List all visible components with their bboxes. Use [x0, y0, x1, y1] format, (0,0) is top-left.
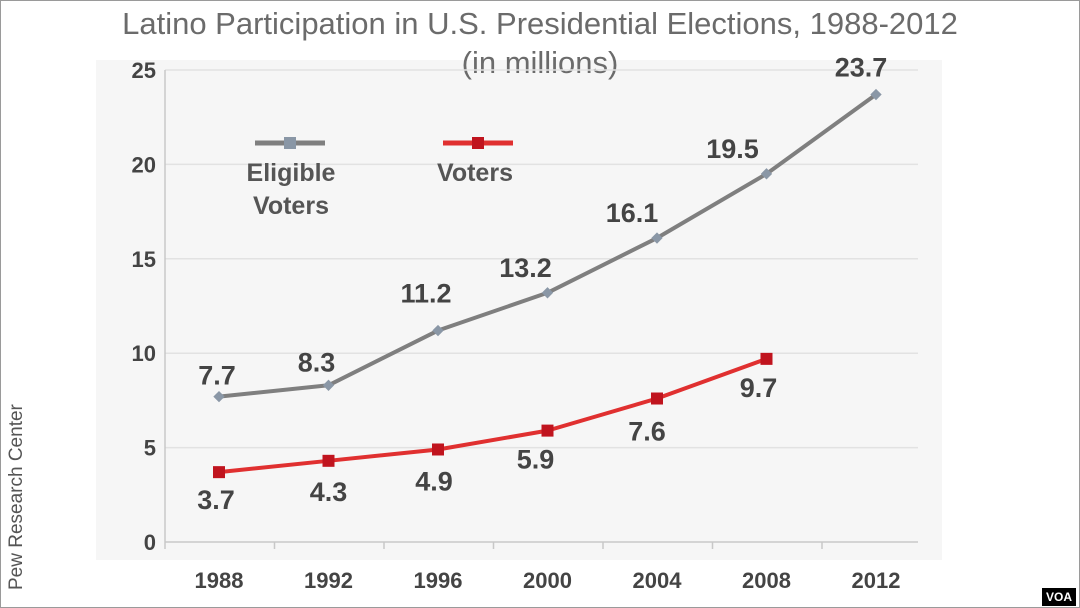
eligible-voters-point — [541, 287, 554, 299]
voters-line — [218, 356, 768, 475]
voters-point — [760, 352, 773, 365]
legend-voters-label: Voters — [437, 159, 513, 187]
eligible-voters-point — [322, 379, 335, 391]
x-tick-label: 2012 — [852, 568, 901, 593]
legend-eligible-label: Voters — [253, 192, 329, 220]
x-tick-label: 1988 — [195, 568, 244, 593]
voters-data-label: 4.9 — [415, 466, 453, 496]
chart-title: Latino Participation in U.S. Presidentia… — [122, 6, 958, 41]
source-label: Pew Research Center — [6, 404, 27, 590]
eligible-voters-point — [432, 324, 444, 337]
plot-panel — [96, 60, 942, 560]
x-tick-label: 1996 — [414, 568, 463, 593]
voters-point — [651, 392, 663, 405]
voters-point — [432, 443, 444, 456]
x-tick-label: 2000 — [523, 568, 572, 593]
eligible-voters-data-label: 11.2 — [400, 279, 451, 309]
voters-data-label: 4.3 — [310, 477, 348, 507]
legend-eligible-marker — [284, 137, 296, 149]
y-tick-label: 20 — [132, 152, 156, 177]
y-tick-label: 0 — [144, 530, 156, 555]
eligible-voters-data-label: 23.7 — [835, 53, 888, 83]
eligible-voters-data-label: 7.7 — [198, 361, 236, 391]
y-tick-label: 15 — [132, 247, 156, 272]
voters-point — [541, 424, 554, 437]
y-tick-label: 25 — [132, 58, 156, 83]
voa-logo: VOA — [1041, 588, 1076, 606]
voters-data-label: 5.9 — [517, 445, 555, 475]
voters-data-label: 7.6 — [628, 417, 666, 447]
x-tick-label: 2004 — [633, 568, 683, 593]
eligible-voters-data-label: 8.3 — [298, 347, 336, 377]
eligible-voters-point — [651, 232, 663, 244]
x-tick-label: 1992 — [304, 568, 353, 593]
eligible-voters-data-label: 13.2 — [499, 253, 552, 283]
eligible-voters-point — [213, 390, 225, 403]
legend-voters-marker — [472, 137, 484, 149]
voters-data-label: 9.7 — [740, 373, 778, 403]
y-tick-label: 10 — [132, 341, 156, 366]
chart-subtitle: (in millions) — [461, 45, 619, 80]
x-tick-label: 2008 — [742, 568, 791, 593]
voters-point — [322, 454, 335, 467]
eligible-voters-data-label: 19.5 — [706, 134, 759, 164]
eligible-voters-data-label: 16.1 — [606, 198, 659, 228]
voters-data-label: 3.7 — [197, 485, 235, 515]
y-tick-label: 5 — [144, 436, 156, 461]
voters-point — [213, 466, 225, 479]
eligible-voters-point — [760, 168, 773, 180]
legend-eligible-label: Eligible — [247, 159, 336, 187]
